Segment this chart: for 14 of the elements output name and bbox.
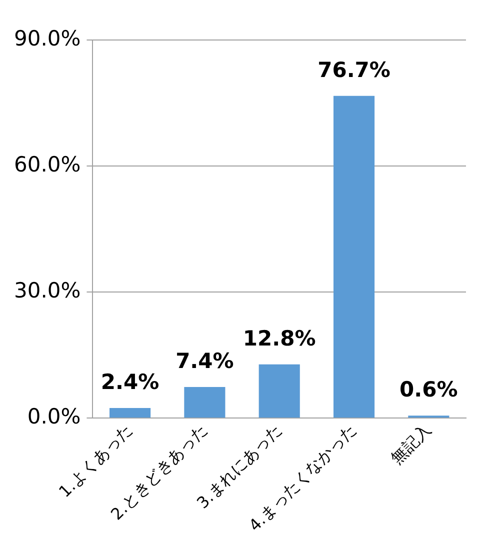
data-label: 0.6% xyxy=(400,378,458,402)
data-label: 2.4% xyxy=(100,370,160,394)
y-tick-label: 60.0% xyxy=(14,152,81,176)
x-tick-label: 無記入 xyxy=(387,420,434,468)
bar xyxy=(333,96,375,418)
y-tick-label: 90.0% xyxy=(14,26,81,50)
data-label: 7.4% xyxy=(176,348,234,373)
bar xyxy=(110,408,151,418)
y-tick-label: 0.0% xyxy=(27,404,81,429)
data-label: 12.8% xyxy=(242,326,316,350)
bar xyxy=(184,387,226,418)
bar xyxy=(258,364,300,418)
data-label: 76.7% xyxy=(318,58,390,82)
y-tick-label: 30.0% xyxy=(14,278,81,303)
